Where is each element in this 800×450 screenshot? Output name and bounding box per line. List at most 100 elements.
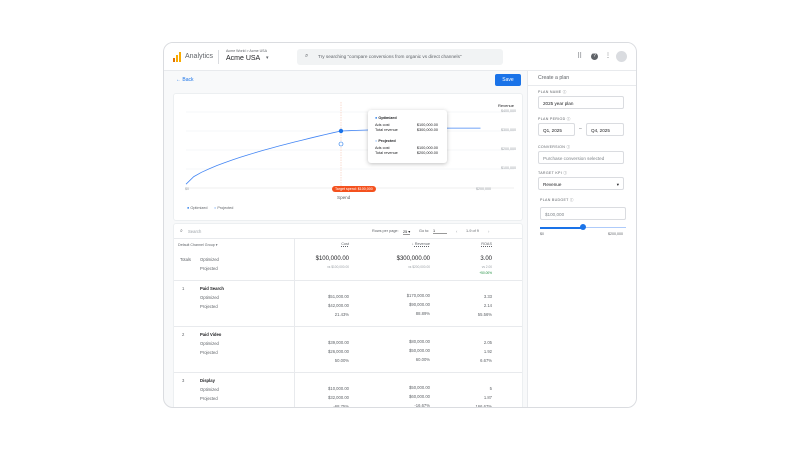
tooltip-optimized-title: ● Optimized bbox=[375, 116, 397, 120]
col-header-cost[interactable]: Cost bbox=[341, 242, 349, 246]
prev-page-icon[interactable]: ‹ bbox=[456, 229, 458, 234]
more-vert-icon[interactable]: ⋮ bbox=[605, 53, 611, 59]
cost-value: $51,000.00 bbox=[328, 294, 349, 299]
roas-value: 2.05 bbox=[483, 340, 492, 345]
dimension-dropdown[interactable]: Default Channel Group ▾ bbox=[178, 243, 218, 247]
chart-tooltip: ● Optimized Ads cost $100,000.00 Total r… bbox=[368, 110, 447, 163]
channel-name: Display bbox=[200, 378, 215, 383]
channel-name: Paid Video bbox=[200, 332, 222, 337]
tooltip-label: Ads cost bbox=[375, 146, 390, 150]
create-plan-panel: Create a plan PLAN NAME ⓘ 2025 year plan… bbox=[527, 71, 636, 407]
rows-per-page-select[interactable]: 25 ▾ bbox=[403, 230, 411, 235]
y-tick: $400,000 bbox=[501, 109, 516, 113]
tooltip-value: $300,000.00 bbox=[416, 128, 438, 132]
cost-value: $39,000.00 bbox=[328, 340, 349, 345]
roas-value: 166.67% bbox=[475, 404, 492, 408]
plan-name-input[interactable]: 2025 year plan bbox=[538, 96, 624, 109]
back-link[interactable]: ← Back bbox=[176, 77, 194, 83]
budget-slider-track[interactable] bbox=[540, 224, 626, 230]
avatar[interactable] bbox=[616, 51, 627, 62]
search-icon: ⌕ bbox=[180, 228, 183, 234]
slider-max-label: $200,000 bbox=[608, 232, 623, 236]
period-start-input[interactable]: Q1, 2025 bbox=[538, 123, 575, 136]
apps-grid-icon[interactable]: ⠿ bbox=[577, 53, 583, 60]
cost-value: 21.43% bbox=[334, 312, 349, 317]
chevron-down-icon[interactable]: ▾ bbox=[266, 55, 269, 61]
x-axis-label: Spend bbox=[337, 195, 351, 200]
panel-title: Create a plan bbox=[538, 75, 570, 81]
help-icon[interactable]: ? bbox=[591, 53, 598, 60]
cost-value: $32,000.00 bbox=[328, 395, 349, 400]
x-tick: $200,000 bbox=[476, 187, 491, 191]
goto-input[interactable]: 1 bbox=[433, 229, 447, 234]
search-input[interactable]: Try searching "compare conversions from … bbox=[318, 54, 462, 59]
revenue-value: $60,000.00 bbox=[409, 394, 430, 399]
rows-per-page-label: Rows per page: bbox=[372, 229, 399, 233]
budget-slider-thumb[interactable] bbox=[580, 224, 586, 230]
row-number: 3 bbox=[182, 378, 185, 383]
x-tick: $0 bbox=[185, 187, 189, 191]
channel-name: Paid Search bbox=[200, 286, 224, 291]
roas-value: 5 bbox=[489, 386, 492, 391]
app-window: Analytics Acme World > Acme USA Acme USA… bbox=[163, 42, 637, 408]
plan-name-label: PLAN NAME ⓘ bbox=[538, 90, 567, 94]
back-label: Back bbox=[182, 77, 194, 83]
save-button[interactable]: Save bbox=[495, 74, 521, 86]
roas-value: 1.87 bbox=[483, 395, 492, 400]
breadcrumb[interactable]: Acme World > Acme USA bbox=[226, 49, 267, 53]
tooltip-label: Total revenue bbox=[375, 128, 398, 132]
target-spend-badge: Target spend: $100,000 bbox=[332, 186, 376, 192]
hollow-dot-icon: ○ bbox=[214, 206, 217, 210]
chart-plot bbox=[185, 102, 514, 189]
legend-optimized[interactable]: ● Optimized bbox=[187, 206, 208, 210]
target-kpi-label: TARGET KPI ⓘ bbox=[538, 171, 568, 175]
tooltip-label: Total revenue bbox=[375, 151, 398, 155]
target-kpi-select[interactable]: Revenue ▾ bbox=[538, 177, 624, 190]
revenue-value: -16.67% bbox=[414, 403, 430, 408]
revenue-value: $80,000.00 bbox=[409, 339, 430, 344]
tooltip-value: $100,000.00 bbox=[416, 123, 438, 127]
top-bar: Analytics Acme World > Acme USA Acme USA… bbox=[164, 43, 636, 71]
optimized-point bbox=[338, 128, 344, 134]
property-selector[interactable]: Acme USA bbox=[226, 55, 261, 62]
y-tick: $300,000 bbox=[501, 128, 516, 132]
row-number: 1 bbox=[182, 286, 185, 291]
slider-min-label: $0 bbox=[540, 232, 544, 236]
cost-value: -68.75% bbox=[333, 404, 349, 408]
col-header-revenue[interactable]: ↓ Revenue bbox=[411, 242, 430, 246]
plan-budget-input[interactable]: $100,000 bbox=[540, 207, 626, 220]
search-bar[interactable]: ⌕ Try searching "compare conversions fro… bbox=[297, 49, 503, 65]
y-tick: $200,000 bbox=[501, 147, 516, 151]
revenue-value: 88.89% bbox=[415, 311, 430, 316]
roas-value: 1.92 bbox=[483, 349, 492, 354]
revenue-value: $90,000.00 bbox=[409, 302, 430, 307]
y-axis-title: Revenue bbox=[497, 103, 514, 108]
table-search-input[interactable]: Search bbox=[188, 229, 202, 234]
legend-projected[interactable]: ○ Projected bbox=[214, 206, 234, 210]
optimized-label: Optimized bbox=[200, 341, 219, 346]
tooltip-value: $100,000.00 bbox=[416, 146, 438, 150]
next-page-icon[interactable]: › bbox=[488, 229, 490, 234]
cost-value: $26,000.00 bbox=[328, 349, 349, 354]
roas-value: 55.56% bbox=[477, 312, 492, 317]
period-end-input[interactable]: Q4, 2025 bbox=[586, 123, 624, 136]
data-table: ⌕ Search Rows per page: 25 ▾ Go to: 1 ‹ … bbox=[173, 223, 523, 408]
filled-dot-icon: ● bbox=[187, 206, 190, 210]
cost-value: $42,000.00 bbox=[328, 303, 349, 308]
col-header-roas[interactable]: ROAS bbox=[481, 242, 492, 246]
page-range: 1-9 of 9 bbox=[466, 229, 479, 233]
conversion-label: CONVERSION ⓘ bbox=[538, 145, 571, 149]
goto-label: Go to: bbox=[419, 229, 430, 233]
roas-value: 3.33 bbox=[483, 294, 492, 299]
conversion-input[interactable]: Purchase conversion selected bbox=[538, 151, 624, 164]
revenue-value: $170,000.00 bbox=[406, 293, 430, 298]
search-icon: ⌕ bbox=[305, 53, 309, 59]
analytics-logo-icon bbox=[173, 52, 181, 62]
app-name: Analytics bbox=[185, 53, 214, 60]
optimized-label: Optimized bbox=[200, 295, 219, 300]
projected-label: Projected bbox=[200, 304, 218, 309]
plan-period-label: PLAN PERIOD ⓘ bbox=[538, 117, 571, 121]
cost-value: $10,000.00 bbox=[328, 386, 349, 391]
optimized-label: Optimized bbox=[200, 387, 219, 392]
revenue-value: $50,000.00 bbox=[409, 348, 430, 353]
